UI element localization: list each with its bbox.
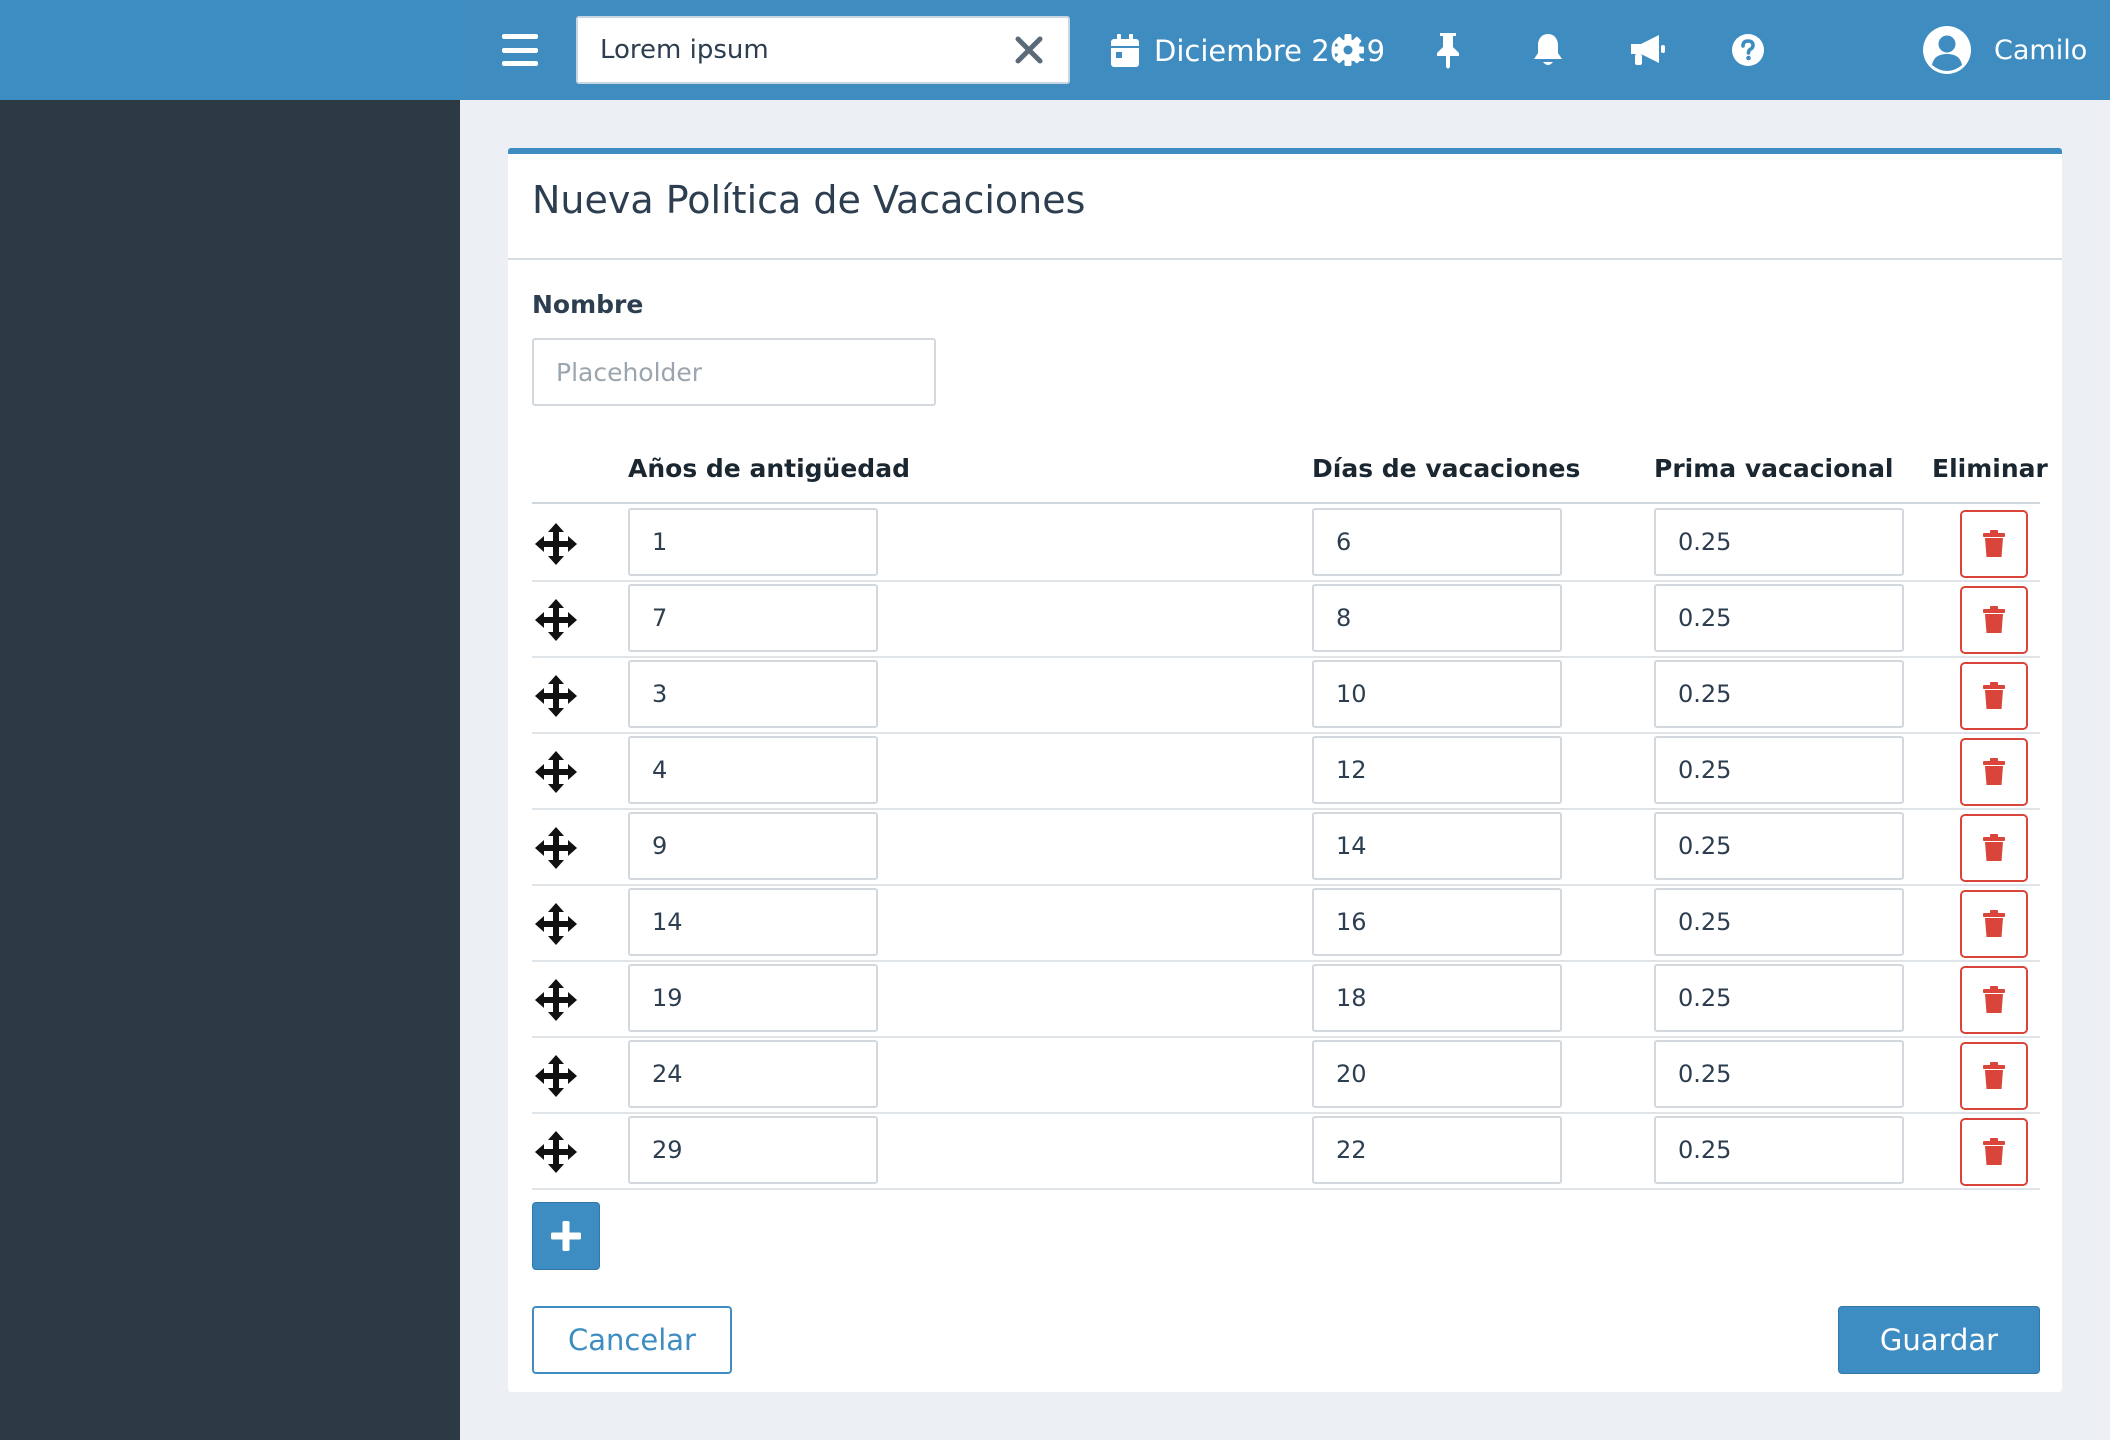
close-icon[interactable] xyxy=(1012,33,1046,67)
column-header-prima: Prima vacacional xyxy=(1654,454,1894,483)
years-input[interactable] xyxy=(628,1116,878,1184)
question-circle-icon[interactable] xyxy=(1728,28,1768,72)
prima-input[interactable] xyxy=(1654,584,1904,652)
trash-icon xyxy=(1983,1062,2005,1089)
table-row xyxy=(532,810,2040,886)
prima-input[interactable] xyxy=(1654,1040,1904,1108)
move-arrows-icon[interactable] xyxy=(534,1130,578,1174)
page-title: Nueva Política de Vacaciones xyxy=(532,178,1086,222)
delete-row-button[interactable] xyxy=(1960,814,2028,882)
years-input[interactable] xyxy=(628,584,878,652)
delete-row-button[interactable] xyxy=(1960,510,2028,578)
days-input[interactable] xyxy=(1312,812,1562,880)
hamburger-menu-icon[interactable] xyxy=(490,24,550,76)
calendar-icon xyxy=(1111,34,1139,67)
delete-row-button[interactable] xyxy=(1960,738,2028,806)
years-input[interactable] xyxy=(628,508,878,576)
card-header: Nueva Política de Vacaciones xyxy=(508,154,2062,260)
table-row xyxy=(532,734,2040,810)
sidebar-brand-area xyxy=(0,0,460,100)
move-arrows-icon[interactable] xyxy=(534,522,578,566)
top-navbar: Diciembre 2019 xyxy=(460,0,2110,100)
trash-icon xyxy=(1983,986,2005,1013)
cancel-button[interactable]: Cancelar xyxy=(532,1306,732,1374)
delete-row-button[interactable] xyxy=(1960,586,2028,654)
prima-input[interactable] xyxy=(1654,508,1904,576)
move-arrows-icon[interactable] xyxy=(534,750,578,794)
delete-row-button[interactable] xyxy=(1960,1042,2028,1110)
user-name: Camilo xyxy=(1994,34,2088,66)
bell-icon[interactable] xyxy=(1528,28,1568,72)
days-input[interactable] xyxy=(1312,1116,1562,1184)
years-input[interactable] xyxy=(628,1040,878,1108)
search-input[interactable] xyxy=(600,35,980,65)
table-row xyxy=(532,1114,2040,1190)
sidebar xyxy=(0,100,460,1440)
column-header-years: Años de antigüedad xyxy=(628,454,910,483)
table-row xyxy=(532,1038,2040,1114)
table-header-divider xyxy=(532,502,2040,504)
delete-row-button[interactable] xyxy=(1960,966,2028,1034)
years-input[interactable] xyxy=(628,660,878,728)
days-input[interactable] xyxy=(1312,508,1562,576)
days-input[interactable] xyxy=(1312,736,1562,804)
add-row-button[interactable] xyxy=(532,1202,600,1270)
table-row xyxy=(532,582,2040,658)
move-arrows-icon[interactable] xyxy=(534,598,578,642)
trash-icon xyxy=(1983,758,2005,785)
column-header-days: Días de vacaciones xyxy=(1312,454,1581,483)
delete-row-button[interactable] xyxy=(1960,662,2028,730)
trash-icon xyxy=(1983,606,2005,633)
years-input[interactable] xyxy=(628,888,878,956)
prima-input[interactable] xyxy=(1654,1116,1904,1184)
delete-row-button[interactable] xyxy=(1960,1118,2028,1186)
days-input[interactable] xyxy=(1312,660,1562,728)
trash-icon xyxy=(1983,1138,2005,1165)
column-header-delete: Eliminar xyxy=(1932,454,2048,483)
prima-input[interactable] xyxy=(1654,812,1904,880)
days-input[interactable] xyxy=(1312,584,1562,652)
move-arrows-icon[interactable] xyxy=(534,902,578,946)
search-box xyxy=(576,16,1070,84)
name-label: Nombre xyxy=(532,290,644,319)
prima-input[interactable] xyxy=(1654,964,1904,1032)
move-arrows-icon[interactable] xyxy=(534,1054,578,1098)
pin-icon[interactable] xyxy=(1428,28,1468,72)
plus-icon xyxy=(551,1221,581,1251)
trash-icon xyxy=(1983,682,2005,709)
table-row xyxy=(532,886,2040,962)
move-arrows-icon[interactable] xyxy=(534,978,578,1022)
prima-input[interactable] xyxy=(1654,660,1904,728)
table-row xyxy=(532,962,2040,1038)
years-input[interactable] xyxy=(628,964,878,1032)
name-input[interactable] xyxy=(532,338,936,406)
user-circle-icon xyxy=(1923,26,1971,74)
prima-input[interactable] xyxy=(1654,736,1904,804)
megaphone-icon[interactable] xyxy=(1628,28,1668,72)
trash-icon xyxy=(1983,834,2005,861)
policy-form-card: Nueva Política de Vacaciones Nombre Años… xyxy=(508,148,2062,1392)
move-arrows-icon[interactable] xyxy=(534,674,578,718)
trash-icon xyxy=(1983,530,2005,557)
user-menu[interactable]: Camilo xyxy=(1922,22,2087,78)
days-input[interactable] xyxy=(1312,1040,1562,1108)
table-row xyxy=(532,658,2040,734)
trash-icon xyxy=(1983,910,2005,937)
gear-icon[interactable] xyxy=(1328,28,1368,72)
prima-input[interactable] xyxy=(1654,888,1904,956)
delete-row-button[interactable] xyxy=(1960,890,2028,958)
table-row xyxy=(532,506,2040,582)
days-input[interactable] xyxy=(1312,964,1562,1032)
years-input[interactable] xyxy=(628,736,878,804)
save-button[interactable]: Guardar xyxy=(1838,1306,2040,1374)
move-arrows-icon[interactable] xyxy=(534,826,578,870)
days-input[interactable] xyxy=(1312,888,1562,956)
years-input[interactable] xyxy=(628,812,878,880)
